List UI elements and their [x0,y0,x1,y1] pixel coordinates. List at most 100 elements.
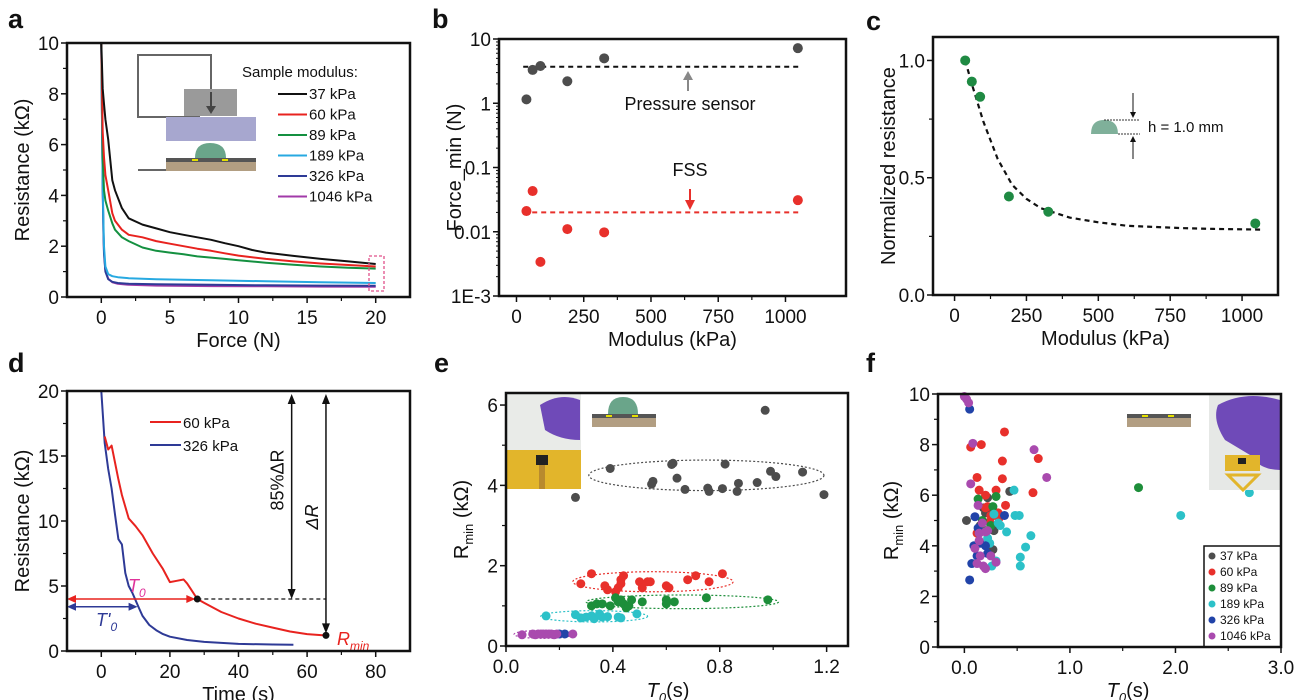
arrow-down-head-icon [287,589,296,599]
photo-triangle-trace [1224,473,1262,493]
y-axis-label: Resistance (kΩ) [12,450,34,593]
data-point [960,55,971,66]
data-point-37-kPa [771,472,781,482]
photo-sensor [1238,458,1246,464]
x-tick-label: 500 [1082,306,1114,327]
y-axis-label: Resistance (kΩ) [12,99,34,242]
dome-sample [608,397,638,414]
dome-sample [195,143,226,158]
arrow-left-head-icon [67,595,76,603]
data-point-37-kPa [672,473,682,483]
y-tick-label: 20 [38,382,59,403]
x-tick-label: 0.0 [493,657,519,678]
y-tick-label: 0.1 [465,159,491,180]
data-point-1046-kPa [975,551,985,561]
legend-label: 326 kPa [1220,613,1264,627]
y-tick-label: 0 [48,288,59,309]
y-tick-label: 10 [470,30,491,51]
arrow-up-head-icon [287,394,296,404]
x-tick-label: 1.2 [813,657,839,678]
t-symbol: T [647,680,661,700]
electrode-right [222,159,228,161]
y-tick-label: 8 [48,85,59,106]
data-point-189-kPa [993,518,1003,528]
y-axis-label: Normalized resistance [878,67,900,265]
arrow-left-head-icon [67,602,76,611]
y-tick-label: 4 [487,476,498,497]
data-point-89-kPa [991,491,1001,501]
x-tick-label: 60 [297,662,318,683]
t0-point-marker [193,595,201,603]
legend-label: 1046 kPa [309,189,373,206]
data-point-1046-kPa [552,629,562,639]
y-tick-label: 0 [48,642,59,663]
data-point [1043,206,1054,217]
y-tick-label: 1E-3 [451,287,491,308]
data-point [975,91,986,102]
x-tick-label: 20 [159,662,180,683]
legend: 37 kPa 60 kPa 89 kPa 189 kPa 326 kPa 1046 kPa [1203,545,1282,648]
data-point-37-kPa [680,484,690,494]
x-tick-label: 0 [511,307,522,328]
subscript: min [461,524,476,545]
data-point-37-kPa [668,458,678,468]
arrow-down-head-icon [321,623,330,634]
x-tick-label: 0 [949,306,960,327]
data-point-37-kPa [720,459,730,469]
data-point-89-kPa [973,494,983,504]
height-annotation: h = 1.0 mm [1148,119,1223,136]
data-point-60-kPa [976,440,986,450]
panel-b-chart: Pressure sensor FSS 0 250 500 750 1000 1E-3 0.01… [444,30,848,351]
subscript: min [891,525,906,546]
photo-glove [540,396,580,440]
legend-marker [1208,616,1216,624]
data-point-60-kPa [1001,500,1011,510]
unit: (kΩ) [881,481,903,525]
data-point-189-kPa [541,611,551,621]
data-point-37-kPa [798,467,808,477]
data-point-89-kPa [701,593,711,603]
x-tick-label: 0 [96,308,107,329]
series-line-326-kPa [100,391,294,646]
rmin-label: Rmin [337,629,370,653]
x-axis-label: Modulus (kPa) [608,329,737,351]
data-point-1046-kPa [980,564,990,574]
pressure-sensor-point [599,53,610,64]
data-point-60-kPa [576,579,586,589]
data-point-60-kPa [980,503,990,513]
y-tick-label: 4 [48,186,59,207]
unit: (s) [666,680,689,700]
panel-letter-c: c [866,6,881,36]
legend-label: 189 kPa [1220,597,1264,611]
fss-point [521,206,532,217]
electrode-left [1142,415,1148,417]
fit-curve [964,60,1261,231]
data-point-189-kPa [1026,531,1036,541]
panel-letter-e: e [434,348,449,378]
data-point [1003,191,1014,202]
data-point-1046-kPa [568,629,578,639]
data-point-60-kPa [664,583,674,593]
down-arrow-head-icon [685,200,695,210]
photo-glove [1216,396,1280,470]
data-point-60-kPa [691,571,701,581]
y-tick-label: 0.5 [899,169,925,190]
legend-label: 37 kPa [1220,549,1258,563]
legend-label: 60 kPa [309,107,356,124]
data-point-60-kPa [619,571,629,581]
data-point-60-kPa [999,427,1009,437]
data-point-326-kPa [980,541,990,551]
fss-point [535,256,546,267]
panel-c-chart: h = 1.0 mm 0 250 500 750 1000 0.0 0.5 1.0 Modulus… [878,35,1280,350]
data-point-189-kPa [1244,488,1254,498]
electrode-left [606,415,612,417]
panel-letter-b: b [432,4,449,34]
panel-letter-f: f [866,348,876,378]
data-point-189-kPa [1021,542,1031,552]
y-axis-label: Force_min (N) [444,104,466,232]
series-line-89-kPa [100,42,376,270]
y-tick-label: 5 [48,577,59,598]
photo-inset [507,394,581,489]
x-tick-label: 5 [165,308,176,329]
data-point [966,76,977,87]
